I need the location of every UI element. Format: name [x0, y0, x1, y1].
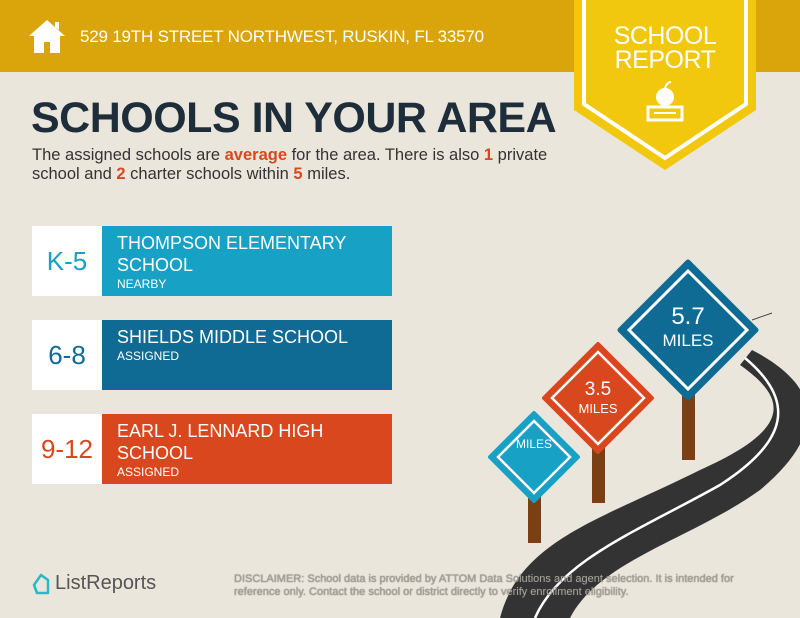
sign-medium: 3.5 MILES	[542, 342, 654, 454]
grade-range: 9-12	[32, 414, 102, 484]
school-card-high[interactable]: 9-12 EARL J. LENNARD HIGH SCHOOL ASSIGNED	[32, 414, 392, 484]
school-status: NEARBY	[117, 277, 167, 291]
school-status: ASSIGNED	[117, 349, 180, 363]
school-name: THOMPSON ELEMENTARY SCHOOL	[117, 233, 347, 275]
listreports-logo-icon	[32, 573, 50, 594]
grade-range: K-5	[32, 226, 102, 296]
school-card-middle[interactable]: 6-8 SHIELDS MIDDLE SCHOOL ASSIGNED	[32, 320, 392, 390]
school-name: EARL J. LENNARD HIGH SCHOOL	[117, 421, 324, 463]
road-center-line	[533, 357, 780, 618]
disclaimer: DISCLAIMER: School data is provided by A…	[234, 573, 734, 598]
listreports-logo[interactable]: ListReports	[32, 572, 156, 595]
page-title: SCHOOLS IN YOUR AREA	[31, 94, 557, 142]
sign-post	[682, 380, 695, 460]
sign-post	[592, 440, 605, 503]
badge-title: SCHOOL REPORT	[613, 22, 717, 74]
house-icon	[29, 20, 65, 53]
school-name: SHIELDS MIDDLE SCHOOL	[117, 327, 349, 347]
road	[500, 350, 800, 618]
grade-range: 6-8	[32, 320, 102, 390]
sign-small: MILES	[488, 411, 580, 503]
sign-value: 3.5	[585, 379, 611, 400]
apple-on-book-icon	[646, 81, 684, 122]
sign-large: 5.7 MILES	[617, 259, 759, 401]
school-status: ASSIGNED	[117, 465, 180, 479]
intro-text: The assigned schools are average for the…	[32, 146, 548, 183]
school-report-badge	[574, 0, 756, 170]
sign-unit: MILES	[516, 437, 552, 451]
sign-unit: MILES	[662, 331, 713, 350]
sign-value: 5.7	[671, 303, 704, 330]
property-address: 529 19TH STREET NORTHWEST, RUSKIN, FL 33…	[80, 27, 484, 46]
sign-unit: MILES	[578, 401, 617, 416]
sign-post	[528, 490, 541, 543]
school-card-elementary[interactable]: K-5 THOMPSON ELEMENTARY SCHOOL NEARBY	[32, 226, 392, 296]
